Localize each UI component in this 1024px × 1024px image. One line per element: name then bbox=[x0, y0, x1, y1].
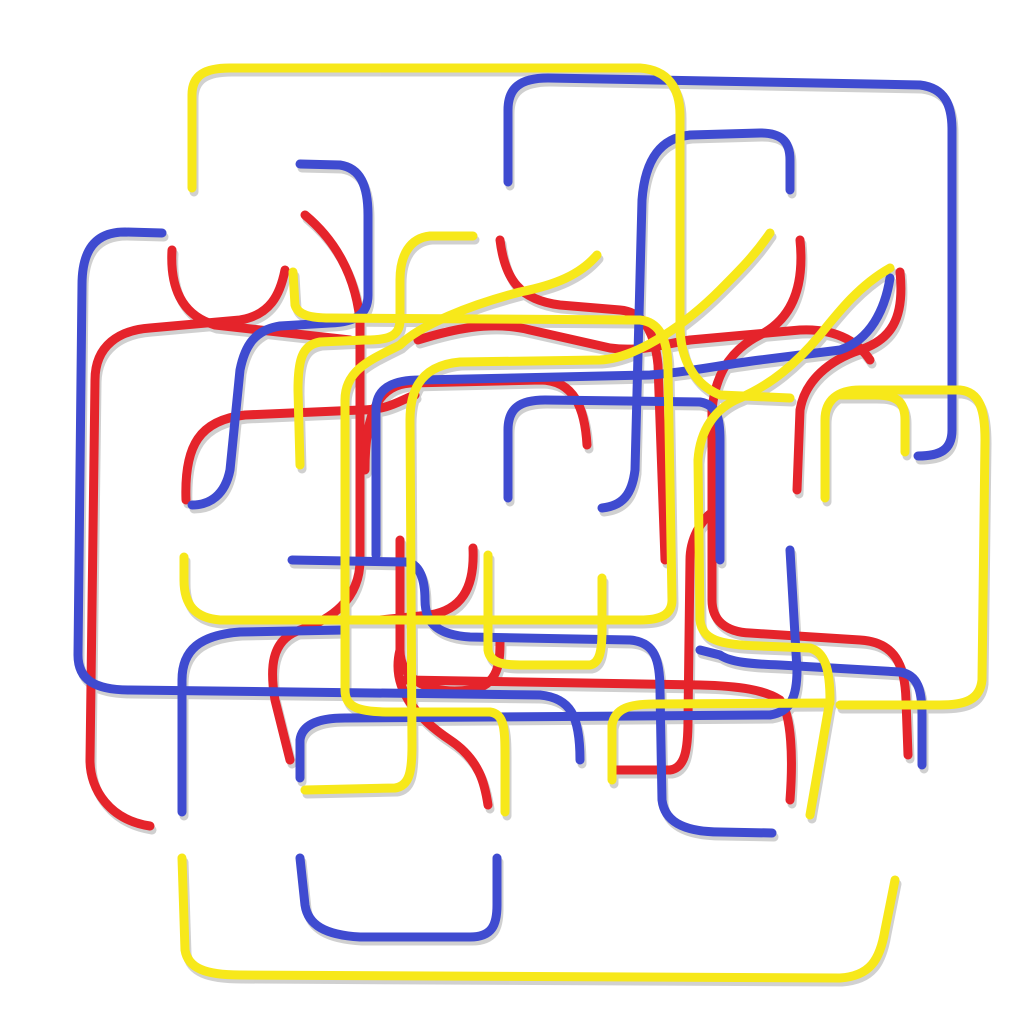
blue-stroke-10 bbox=[695, 645, 927, 770]
blue-stroke-11 bbox=[295, 853, 502, 942]
yellow-stroke-10 bbox=[607, 698, 835, 785]
yellow-stroke-3 bbox=[179, 267, 677, 625]
red-stroke-12 bbox=[792, 267, 906, 495]
stroke-shadow-26 bbox=[189, 67, 797, 407]
shadow-layer bbox=[75, 67, 992, 987]
stroke-shadow-1 bbox=[87, 269, 292, 835]
blue-stroke-4 bbox=[597, 128, 795, 513]
yellow-stroke-1 bbox=[187, 63, 795, 403]
yellow-stroke-5 bbox=[300, 228, 775, 795]
blue-stroke-1 bbox=[73, 227, 585, 765]
stroke-layer bbox=[73, 63, 990, 983]
red-stroke-1 bbox=[85, 265, 290, 831]
blue-stroke-7 bbox=[287, 555, 777, 838]
stroke-shadow-36 bbox=[179, 857, 902, 987]
yellow-stroke-7 bbox=[693, 263, 895, 820]
red-stroke-2 bbox=[167, 245, 355, 345]
stroke-shadow-34 bbox=[837, 394, 912, 461]
red-stroke-6 bbox=[393, 645, 493, 810]
blue-stroke-2 bbox=[187, 159, 373, 510]
blue-stroke-3 bbox=[503, 73, 957, 461]
blue-stroke-6 bbox=[371, 273, 895, 560]
blue-stroke-5 bbox=[503, 395, 725, 565]
blue-stroke-8 bbox=[177, 625, 350, 817]
yellow-stroke-9 bbox=[835, 390, 910, 457]
blue-stroke-9 bbox=[295, 545, 802, 783]
yellow-stroke-2 bbox=[293, 231, 478, 470]
stroke-shadow-31 bbox=[485, 554, 609, 674]
yellow-stroke-11 bbox=[177, 853, 900, 983]
yellow-stroke-4 bbox=[340, 250, 602, 817]
yellow-stroke-8 bbox=[820, 385, 990, 710]
yellow-stroke-6 bbox=[483, 550, 607, 670]
